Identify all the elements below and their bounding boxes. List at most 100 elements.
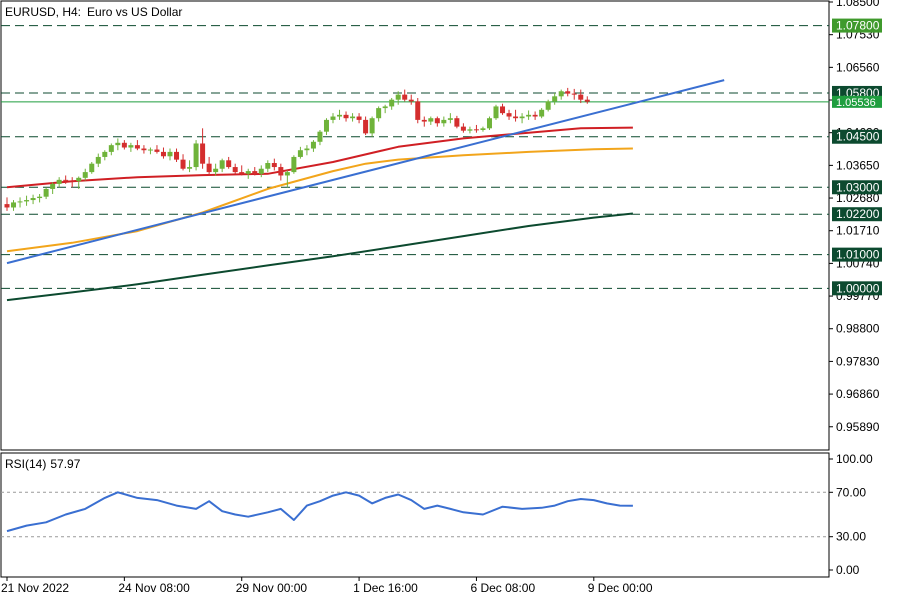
candle-body xyxy=(102,151,108,157)
candle-body xyxy=(337,114,343,117)
candle-body xyxy=(571,93,577,95)
candle-body xyxy=(265,163,271,169)
candle-body xyxy=(415,101,421,120)
candle-body xyxy=(291,156,297,173)
candle-body xyxy=(258,168,264,174)
candle-body xyxy=(363,119,369,134)
candle-body xyxy=(128,145,134,148)
lines-layer xyxy=(6,79,725,302)
candle-body xyxy=(17,201,23,203)
candle-body xyxy=(108,145,114,152)
time-tick-label: 1 Dec 16:00 xyxy=(353,581,418,595)
time-axis: 21 Nov 2022 24 Nov 08:00 29 Nov 00:00 1 Dec… xyxy=(1,577,653,595)
level-tags: 1.078001.058001.045001.030001.022001.010… xyxy=(832,18,882,296)
candle-body xyxy=(232,167,238,173)
description-label: Euro vs US Dollar xyxy=(87,5,182,19)
rsi-tick-label: 100.00 xyxy=(836,452,873,466)
candle-body xyxy=(278,167,284,176)
candle-body xyxy=(56,179,62,184)
time-tick-label: 9 Dec 00:00 xyxy=(588,581,653,595)
candle-body xyxy=(500,106,506,114)
candle-body xyxy=(486,118,492,129)
ma_slow-line xyxy=(6,212,634,302)
candle-body xyxy=(226,160,232,168)
rsi-panel-frame xyxy=(0,452,830,578)
candle-body xyxy=(428,118,434,122)
candle-body xyxy=(376,108,382,119)
rsi-tick-label: 0.00 xyxy=(836,563,860,577)
candle-body xyxy=(389,99,395,107)
candle-body xyxy=(434,118,440,124)
candle-body xyxy=(454,118,460,127)
candle-body xyxy=(271,163,277,168)
level-tag xyxy=(832,247,882,262)
candle-body xyxy=(565,91,571,94)
timeframe-label: H4: xyxy=(62,5,81,19)
candle-body xyxy=(467,129,473,131)
rsi-tick-label: 30.00 xyxy=(836,530,866,544)
candle-body xyxy=(37,196,43,199)
candle-body xyxy=(350,116,356,119)
price-tick-label: 1.08500 xyxy=(836,0,880,9)
price-tick-label: 1.02680 xyxy=(836,191,880,205)
candles-layer xyxy=(4,87,590,211)
candle-body xyxy=(115,142,121,146)
price-tick-label: 1.06560 xyxy=(836,60,880,74)
price-tick-label: 0.95890 xyxy=(836,420,880,434)
time-tick-label: 24 Nov 08:00 xyxy=(118,581,190,595)
candle-body xyxy=(343,114,349,119)
symbol-label: EURUSD xyxy=(5,5,56,19)
candle-body xyxy=(460,126,466,131)
rsi-layer: 100.00 70.00 30.00 0.00 xyxy=(1,452,873,577)
candle-body xyxy=(532,114,538,117)
candle-body xyxy=(245,171,251,174)
rsi-tick-label: 70.00 xyxy=(836,485,866,499)
candle-body xyxy=(180,159,186,169)
candle-body xyxy=(76,177,82,182)
candle-body xyxy=(369,118,375,134)
chart-header: EURUSD, H4: Euro vs US Dollar xyxy=(5,5,182,19)
candle-body xyxy=(200,143,206,164)
trendline-line xyxy=(6,79,725,265)
candle-body xyxy=(160,151,166,157)
candle-body xyxy=(147,149,153,151)
candle-body xyxy=(297,150,303,157)
ma_fast-line xyxy=(6,126,633,189)
candle-body xyxy=(493,106,499,119)
price-tick-label: 0.98800 xyxy=(836,322,880,336)
candle-body xyxy=(317,131,323,142)
candle-body xyxy=(154,149,160,152)
price-tick-label: 1.03650 xyxy=(836,158,880,172)
candle-body xyxy=(552,96,558,102)
candle-body xyxy=(584,99,590,102)
rsi-header: RSI(14) 57.97 xyxy=(5,457,81,471)
candle-body xyxy=(526,114,532,117)
candle-body xyxy=(43,188,49,197)
level-tag-label: 1.00000 xyxy=(836,281,880,295)
current-price-label: 1.05536 xyxy=(836,97,876,109)
candle-body xyxy=(539,109,545,117)
candle-body xyxy=(134,145,140,149)
candle-body xyxy=(304,148,310,151)
candle-body xyxy=(69,180,75,182)
level-tag-label: 1.03000 xyxy=(836,180,880,194)
candle-body xyxy=(219,160,225,169)
candle-body xyxy=(4,204,10,208)
rsi-line xyxy=(6,491,633,533)
level-tag-label: 1.01000 xyxy=(836,248,880,262)
candle-body xyxy=(121,142,127,148)
levels-layer xyxy=(1,25,829,289)
level-tag-label: 1.07800 xyxy=(836,19,880,33)
candle-body xyxy=(174,151,180,160)
candle-body xyxy=(545,101,551,110)
price-tick-label: 1.01710 xyxy=(836,224,880,238)
candle-body xyxy=(213,168,219,173)
candle-body xyxy=(441,119,447,124)
candle-body xyxy=(95,156,101,164)
candle-body xyxy=(11,202,17,208)
level-tag xyxy=(832,207,882,222)
time-tick-label: 6 Dec 08:00 xyxy=(470,581,535,595)
candle-body xyxy=(382,106,388,109)
candle-body xyxy=(447,118,453,120)
